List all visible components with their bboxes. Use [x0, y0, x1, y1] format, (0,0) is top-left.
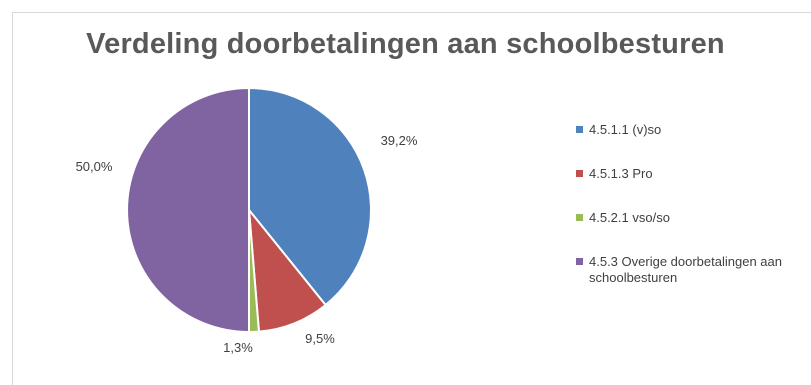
legend-label-pro: 4.5.1.3 Pro — [589, 166, 653, 181]
pie-slice-overige — [126, 86, 250, 334]
legend-item-v-so: 4.5.1.1 (v)so — [576, 122, 811, 138]
legend-item-pro: 4.5.1.3 Pro — [576, 166, 811, 182]
legend-item-overige: 4.5.3 Overige doorbetalingen aan schoolb… — [576, 254, 811, 286]
data-label-pro: 9,5% — [305, 331, 335, 346]
legend-label-v-so: 4.5.1.1 (v)so — [589, 122, 662, 137]
legend-swatch-overige — [576, 258, 583, 265]
legend-swatch-vso-so — [576, 214, 583, 221]
pie-data-labels: 39,2% 9,5% 1,3% 50,0% — [76, 133, 418, 355]
legend-label-overige: 4.5.3 Overige doorbetalingen aan schoolb… — [589, 254, 782, 285]
legend-item-vso-so: 4.5.2.1 vso/so — [576, 210, 811, 226]
pie-slice-v-so — [248, 86, 372, 307]
data-label-vso-so: 1,3% — [223, 340, 253, 355]
chart-title: Verdeling doorbetalingen aan schoolbestu… — [86, 28, 725, 60]
data-label-v-so: 39,2% — [381, 133, 418, 148]
pie-slices — [126, 86, 372, 334]
legend-swatch-pro — [576, 170, 583, 177]
legend-swatch-v-so — [576, 126, 583, 133]
legend-label-vso-so: 4.5.2.1 vso/so — [589, 210, 670, 225]
data-label-overige: 50,0% — [76, 159, 113, 174]
